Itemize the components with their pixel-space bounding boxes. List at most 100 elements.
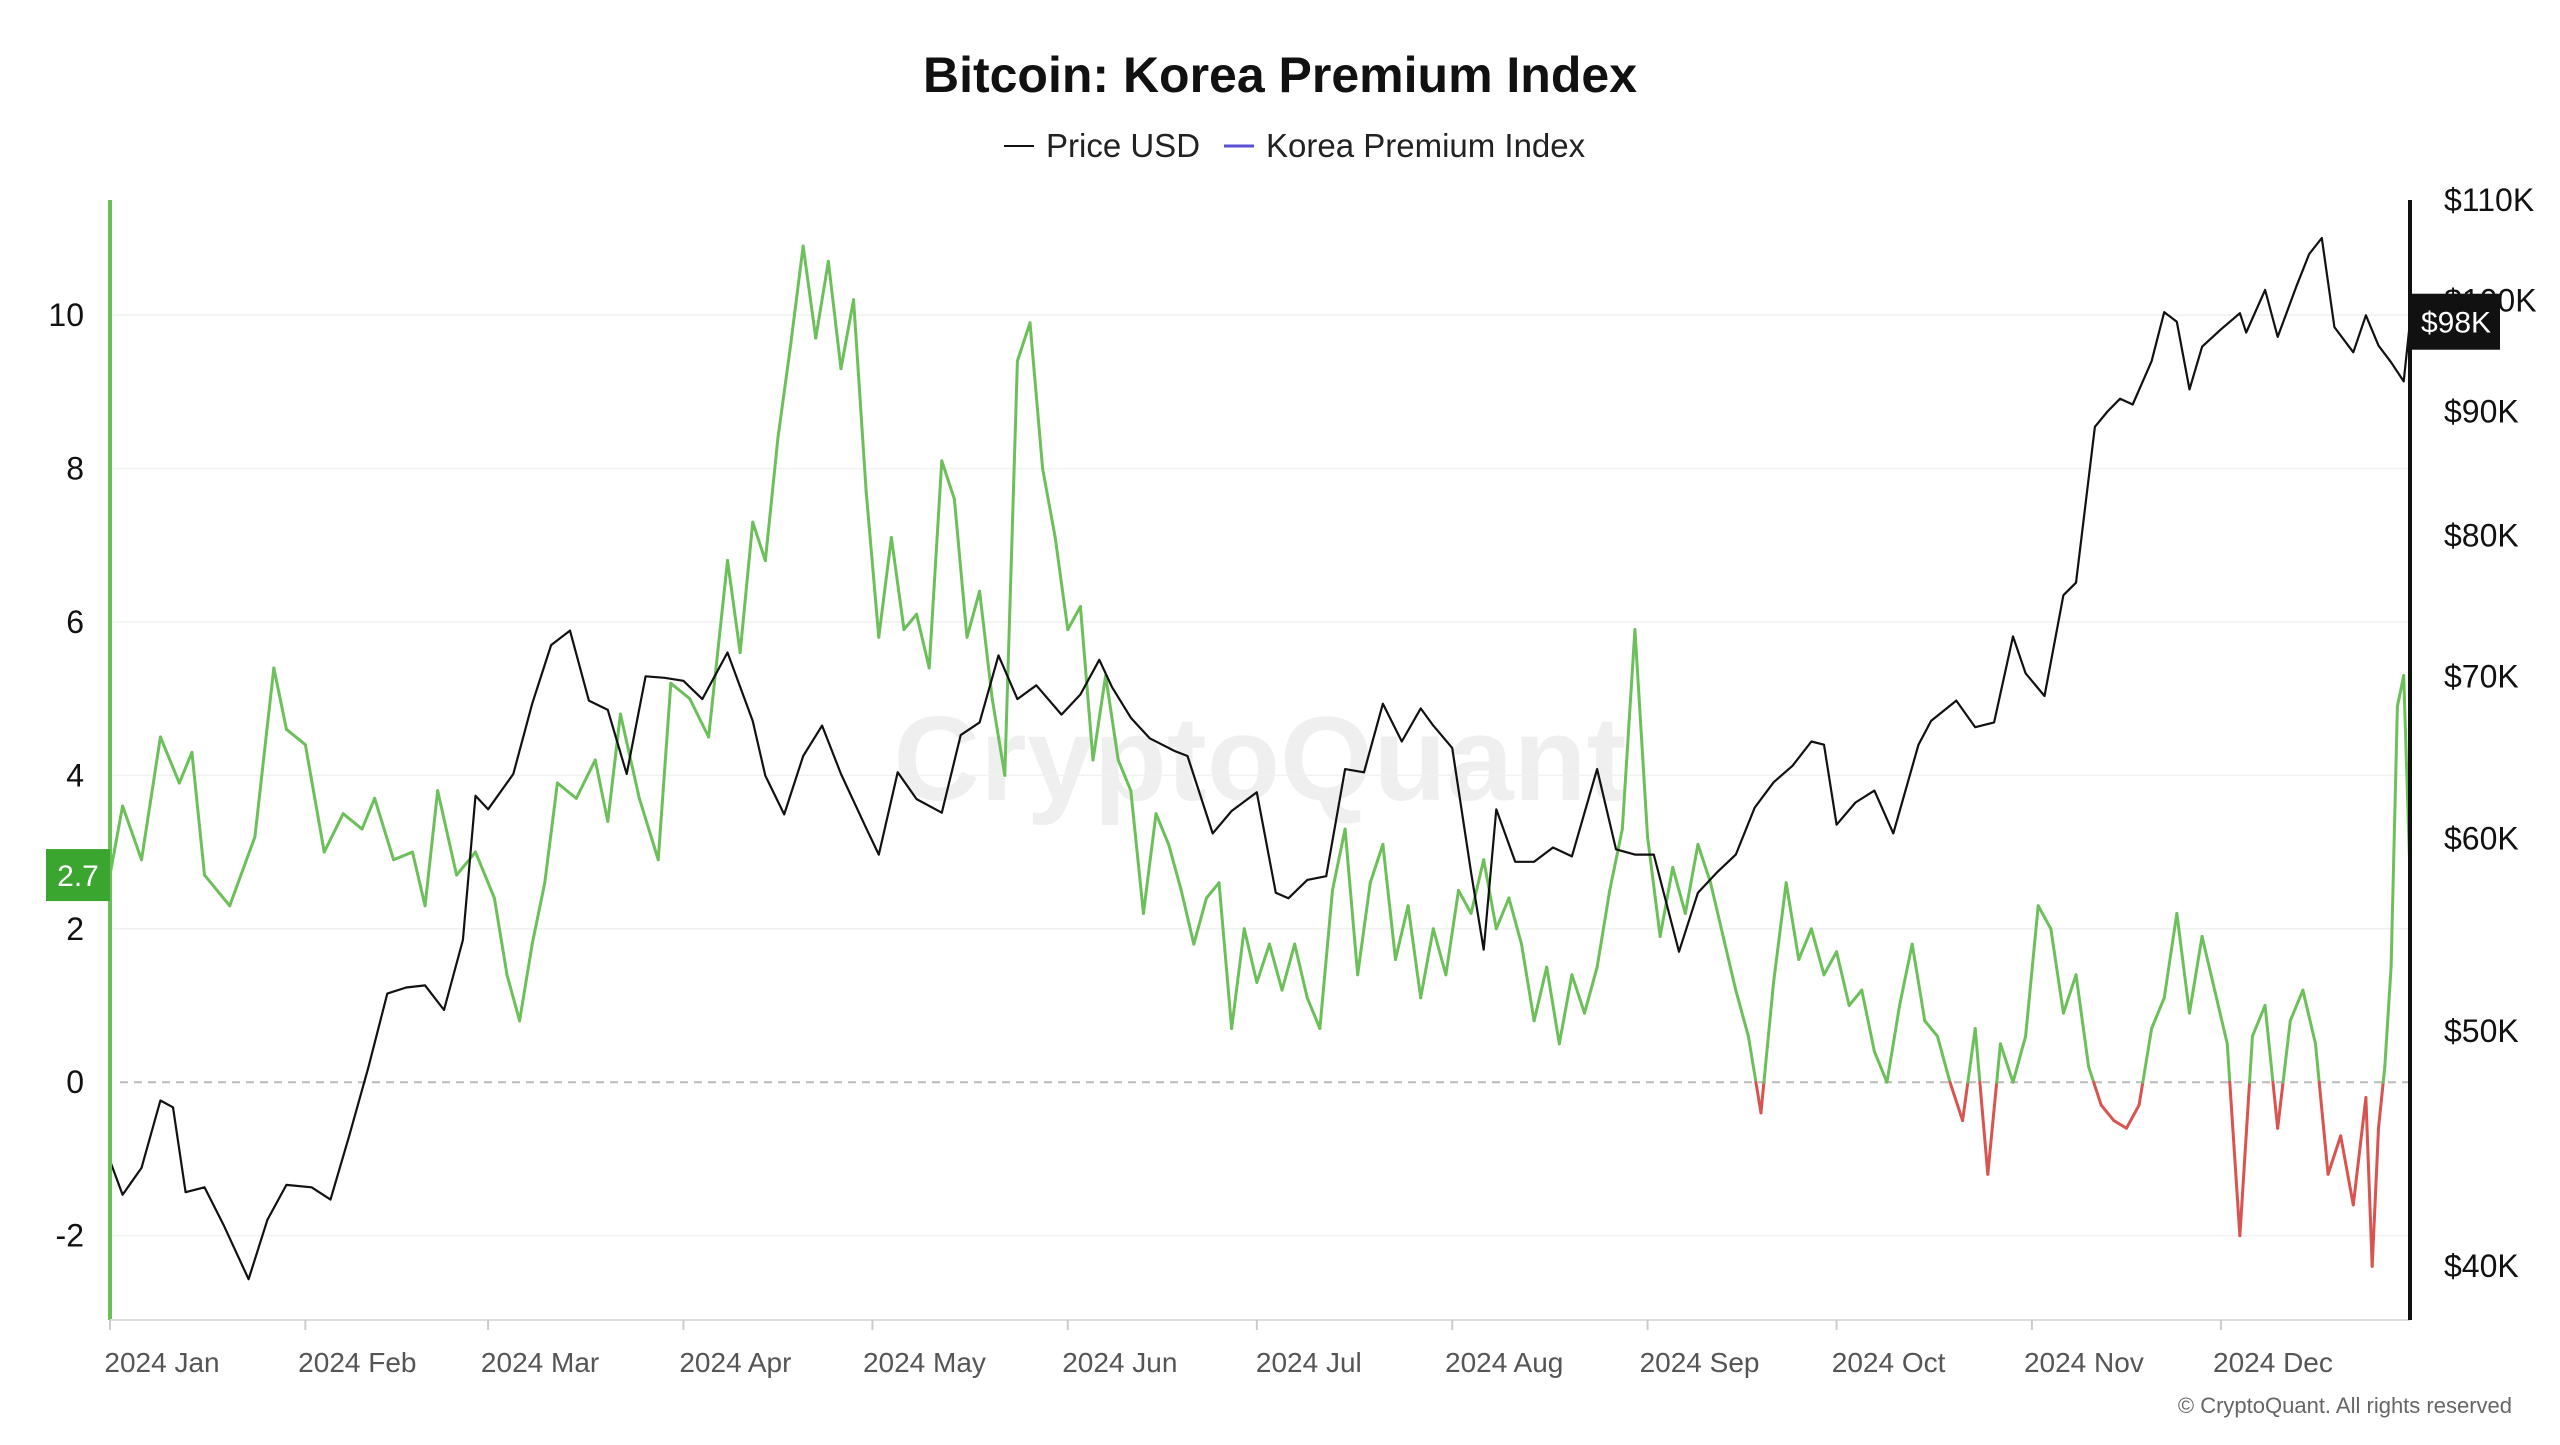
kpi-segment (1545, 965, 1561, 1046)
right-tick-label: $60K (2444, 821, 2519, 857)
kpi-segment (1935, 1034, 1952, 1084)
kpi-segment (2301, 988, 2317, 1046)
kpi-segment (1532, 965, 1549, 1023)
kpi-segment (543, 781, 559, 885)
kpi-segment (915, 612, 931, 670)
kpi-segment (505, 973, 522, 1023)
kpi-segment (2061, 973, 2078, 1015)
x-tick-label: 2024 Oct (1832, 1347, 1946, 1378)
kpi-segment (530, 881, 547, 946)
kpi-segment (284, 727, 307, 747)
kpi-segment (2087, 1065, 2096, 1084)
kpi-segment (1835, 950, 1851, 1007)
kpi-segment (1809, 927, 1826, 977)
kpi-segment (1709, 881, 1725, 938)
x-tick-label: 2024 Jul (1256, 1347, 1362, 1378)
kpi-segment (2276, 1080, 2285, 1130)
kpi-segment (1280, 942, 1297, 992)
kpi-segment (410, 850, 427, 908)
kpi-segment (1230, 927, 1246, 1030)
kpi-segment (1696, 842, 1713, 885)
x-tick-label: 2024 Jun (1062, 1347, 1177, 1378)
kpi-segment (1381, 842, 1397, 961)
kpi-segment (1482, 858, 1498, 931)
kpi-segment (1872, 1050, 1889, 1084)
x-tick-label: 2024 Jan (104, 1347, 219, 1378)
kpi-segment (1772, 881, 1788, 984)
kpi-segment (1520, 942, 1536, 1023)
right-axis-ticks: $110K$100K$90K$80K$70K$60K$50K$40K (2444, 182, 2537, 1284)
kpi-segment (518, 942, 534, 1023)
kpi-segment (1003, 359, 1019, 777)
kpi-segment (2200, 934, 2217, 992)
legend[interactable]: Price USD Korea Premium Index (1004, 127, 1586, 164)
current-kpi-badge: 2.7 (46, 849, 110, 902)
kpi-segment (2389, 704, 2399, 969)
kpi-segment (373, 796, 396, 862)
kpi-segment (2187, 934, 2204, 1015)
kpi-segment (852, 298, 868, 494)
current-kpi-badge-bg (46, 849, 110, 902)
kpi-segment (1759, 1080, 1766, 1115)
kpi-segment (1343, 827, 1360, 977)
kpi-segment (1620, 628, 1637, 831)
kpi-segment (1633, 628, 1650, 839)
kpi-segment (1995, 1042, 2002, 1084)
left-tick-label: 10 (48, 297, 84, 333)
kpi-segment (1041, 466, 1057, 540)
kpi-segment (158, 735, 181, 785)
kpi-segment (2049, 927, 2065, 1015)
kpi-segment (902, 612, 919, 632)
kpi-segment (1721, 934, 1738, 992)
kpi-segment (1898, 942, 1914, 1007)
kpi-segment (322, 812, 345, 854)
right-tick-label: $90K (2444, 393, 2519, 429)
kpi-segment (1091, 674, 1108, 762)
x-axis-ticks: 2024 Jan 2024 Feb 2024 Mar 2024 Apr 2024 May… (104, 1320, 2333, 1378)
kpi-segment (121, 804, 144, 862)
kpi-segment (1356, 881, 1372, 977)
legend-kpi-label[interactable]: Korea Premium Index (1266, 127, 1586, 164)
kpi-segment (1053, 536, 1070, 632)
kpi-segment (2313, 1042, 2321, 1084)
kpi-segment (1431, 927, 1448, 977)
kpi-segment (877, 536, 893, 639)
kpi-segment (1456, 888, 1473, 915)
kpi-segment (1966, 1026, 1977, 1084)
grid (110, 314, 2410, 1237)
kpi-segment (2011, 1034, 2028, 1084)
kpi-segment (2263, 1003, 2275, 1084)
kpi-segment (1129, 789, 1145, 915)
kpi-segment (1595, 888, 1612, 969)
kpi-segment (2137, 1080, 2145, 1107)
chart-title: Bitcoin: Korea Premium Index (923, 47, 1637, 103)
kpi-segment (1293, 942, 1309, 1000)
x-tick-label: 2024 Aug (1445, 1347, 1563, 1378)
kpi-segment (140, 735, 162, 862)
copyright-credit: © CryptoQuant. All rights reserved (2178, 1393, 2512, 1418)
kpi-segment (1961, 1080, 1970, 1123)
kpi-segment (436, 789, 459, 877)
kpi-segment (360, 796, 377, 831)
kpi-segment (1986, 1080, 1999, 1176)
kpi-segment (492, 896, 509, 977)
right-tick-label: $70K (2444, 658, 2519, 694)
left-tick-label: -2 (56, 1218, 84, 1254)
left-tick-label: 0 (66, 1064, 84, 1100)
kpi-segment (688, 697, 711, 739)
right-tick-label: $110K (2444, 182, 2534, 218)
kpi-segment (303, 743, 326, 854)
kpi-segment (1318, 888, 1334, 1030)
kpi-segment (1797, 927, 1813, 961)
kpi-segment (2250, 1003, 2267, 1038)
kpi-segment (2228, 1080, 2242, 1238)
kpi-segment (392, 850, 414, 862)
kpi-segment (637, 796, 660, 862)
legend-price-label[interactable]: Price USD (1046, 127, 1200, 164)
kpi-segment (1116, 758, 1133, 793)
kpi-segment (228, 835, 257, 908)
x-tick-label: 2024 May (863, 1347, 986, 1378)
x-tick-label: 2024 Sep (1640, 1347, 1760, 1378)
kpi-segment (2112, 1119, 2128, 1130)
